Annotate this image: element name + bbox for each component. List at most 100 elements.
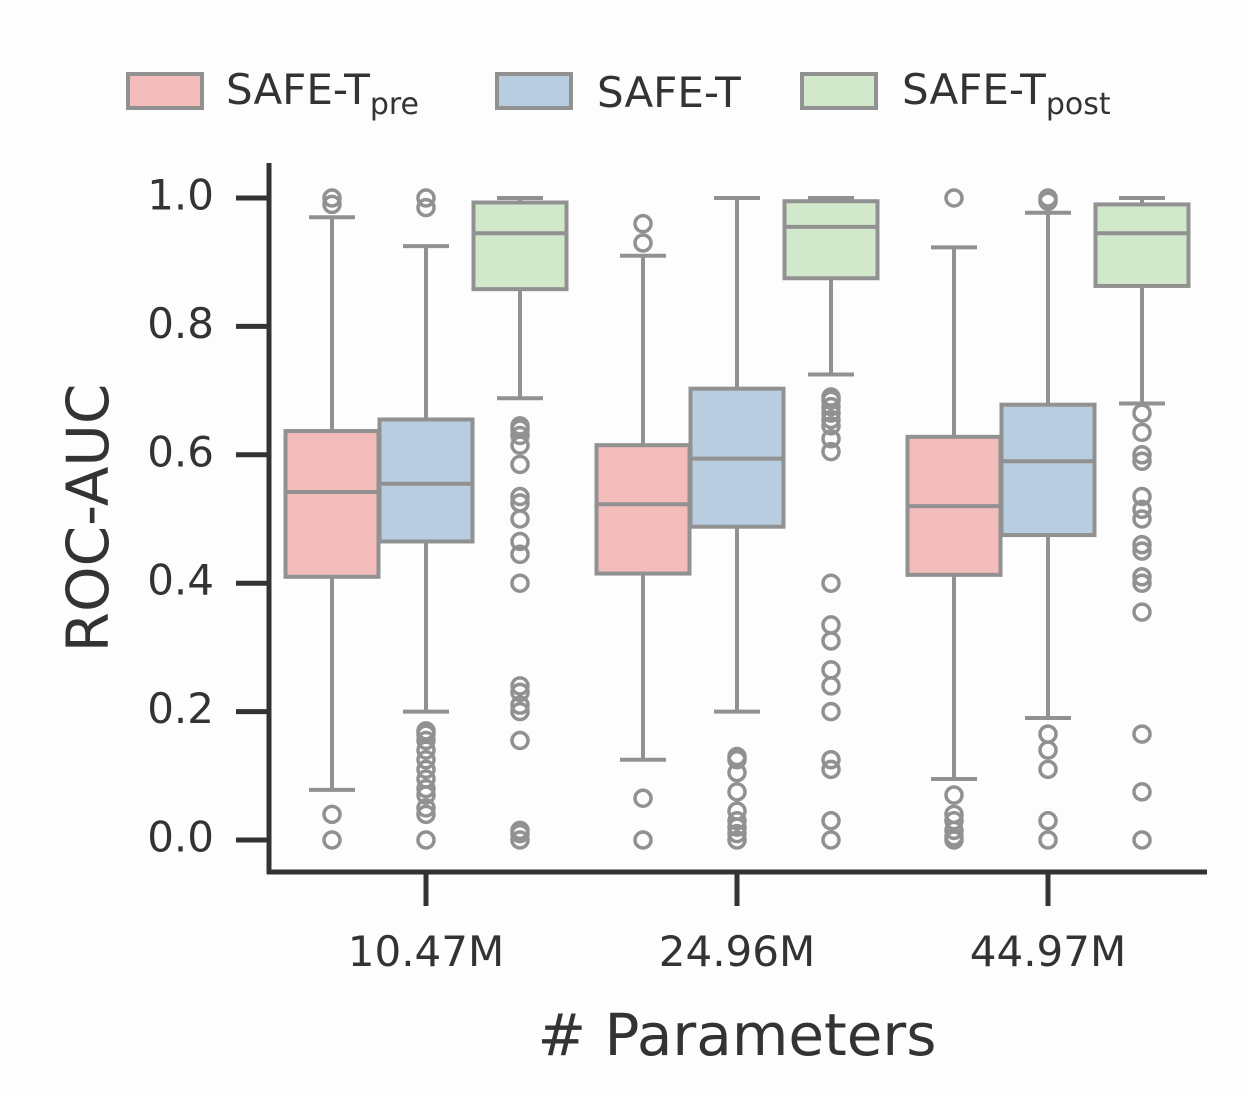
outlier-point <box>821 429 841 449</box>
outlier-point <box>1132 445 1152 465</box>
outlier-point <box>821 441 841 462</box>
outlier-point <box>821 396 841 417</box>
outlier-point <box>821 573 841 593</box>
x-tick-label: 24.96M <box>659 927 815 976</box>
x-tick-label: 10.47M <box>348 927 504 976</box>
outlier-point <box>416 188 436 208</box>
outlier-point <box>510 416 530 436</box>
outlier-point <box>633 788 653 809</box>
y-tick-label: 0.0 <box>147 813 214 862</box>
outlier-point <box>821 676 841 696</box>
legend: SAFE-Tpre SAFE-T SAFE-Tpost <box>126 65 1111 122</box>
box-SAFE-Tpost-44.97M <box>1093 196 1191 850</box>
outlier-point <box>727 810 747 831</box>
outlier-point <box>1132 403 1152 423</box>
outlier-point <box>510 830 530 850</box>
y-tick-label: 0.4 <box>147 556 214 605</box>
outlier-point <box>821 830 841 850</box>
outlier-point <box>1038 740 1058 760</box>
y-tick-label: 0.2 <box>147 684 214 733</box>
legend-swatch-main <box>495 72 573 110</box>
outlier-point <box>416 197 436 218</box>
outlier-point <box>633 233 653 253</box>
outlier-point <box>821 660 841 680</box>
outlier-point <box>510 493 530 513</box>
outlier-point <box>633 213 653 234</box>
outlier-point <box>416 730 436 751</box>
outlier-point <box>1132 830 1152 850</box>
legend-entry-main: SAFE-T <box>495 68 741 117</box>
outlier-point <box>821 810 841 831</box>
outlier-point <box>322 804 342 825</box>
outlier-point <box>944 188 964 208</box>
outlier-point <box>416 769 436 789</box>
box-SAFE-Tpost-24.96M <box>782 196 880 850</box>
outlier-point <box>1038 759 1058 780</box>
box-iqr <box>377 417 475 544</box>
outlier-point <box>510 573 530 593</box>
outlier-point <box>1038 188 1058 208</box>
outlier-point <box>322 188 342 208</box>
box-iqr <box>999 402 1097 538</box>
outlier-point <box>510 486 530 507</box>
outlier-point <box>1132 534 1152 555</box>
legend-entry-pre: SAFE-Tpre <box>126 65 419 122</box>
outlier-point <box>510 695 530 715</box>
outlier-point <box>416 804 436 825</box>
box-SAFE-Tpost-10.47M <box>471 196 569 850</box>
outlier-point <box>416 750 436 770</box>
outlier-point <box>510 676 530 696</box>
outlier-point <box>510 454 530 475</box>
outlier-point <box>1132 782 1152 802</box>
outlier-point <box>1132 499 1152 520</box>
legend-label-post: SAFE-Tpost <box>902 65 1111 122</box>
outlier-point <box>1132 724 1152 744</box>
outlier-point <box>1132 509 1152 529</box>
outlier-point <box>727 823 747 844</box>
outlier-point <box>1038 830 1058 850</box>
x-axis-title: # Parameters <box>537 1001 936 1069</box>
box-iqr <box>471 200 569 292</box>
outlier-point <box>416 778 436 799</box>
outlier-point <box>727 801 747 821</box>
outlier-point <box>821 409 841 430</box>
outlier-point <box>821 750 841 770</box>
outlier-point <box>944 810 964 831</box>
outlier-point <box>510 701 530 722</box>
outlier-point <box>1132 573 1152 593</box>
box-SAFE-T-24.96M <box>688 196 786 850</box>
box-iqr <box>782 199 880 281</box>
outlier-point <box>416 798 436 818</box>
box-SAFE-T-44.97M <box>999 188 1097 850</box>
box-SAFE-T-10.47M <box>377 188 475 850</box>
outlier-point <box>510 544 530 565</box>
outlier-point <box>510 531 530 552</box>
y-tick-label: 0.8 <box>147 299 214 348</box>
outlier-point <box>510 425 530 446</box>
outlier-point <box>510 509 530 529</box>
outlier-point <box>821 416 841 436</box>
outlier-point <box>944 804 964 825</box>
outlier-point <box>416 721 436 741</box>
legend-label-pre: SAFE-Tpre <box>226 65 419 122</box>
outlier-point <box>944 785 964 805</box>
legend-label-main: SAFE-T <box>597 68 741 117</box>
y-ticks: 0.0 0.2 0.4 0.6 0.8 1.0 <box>147 171 269 862</box>
outlier-point <box>1038 724 1058 744</box>
outlier-point <box>821 631 841 651</box>
y-tick-label: 0.6 <box>147 427 214 476</box>
outlier-point <box>1132 451 1152 471</box>
legend-entry-post: SAFE-Tpost <box>800 65 1111 122</box>
x-ticks: 10.47M 24.96M 44.97M <box>348 872 1126 976</box>
box-iqr <box>594 443 692 576</box>
outlier-point <box>1038 810 1058 831</box>
boxes <box>283 188 1191 850</box>
outlier-point <box>416 759 436 780</box>
outlier-point <box>821 615 841 635</box>
outlier-point <box>510 682 530 703</box>
box-iqr <box>283 429 381 579</box>
legend-swatch-post <box>800 72 878 110</box>
outlier-point <box>322 830 342 850</box>
outlier-point <box>1132 602 1152 622</box>
